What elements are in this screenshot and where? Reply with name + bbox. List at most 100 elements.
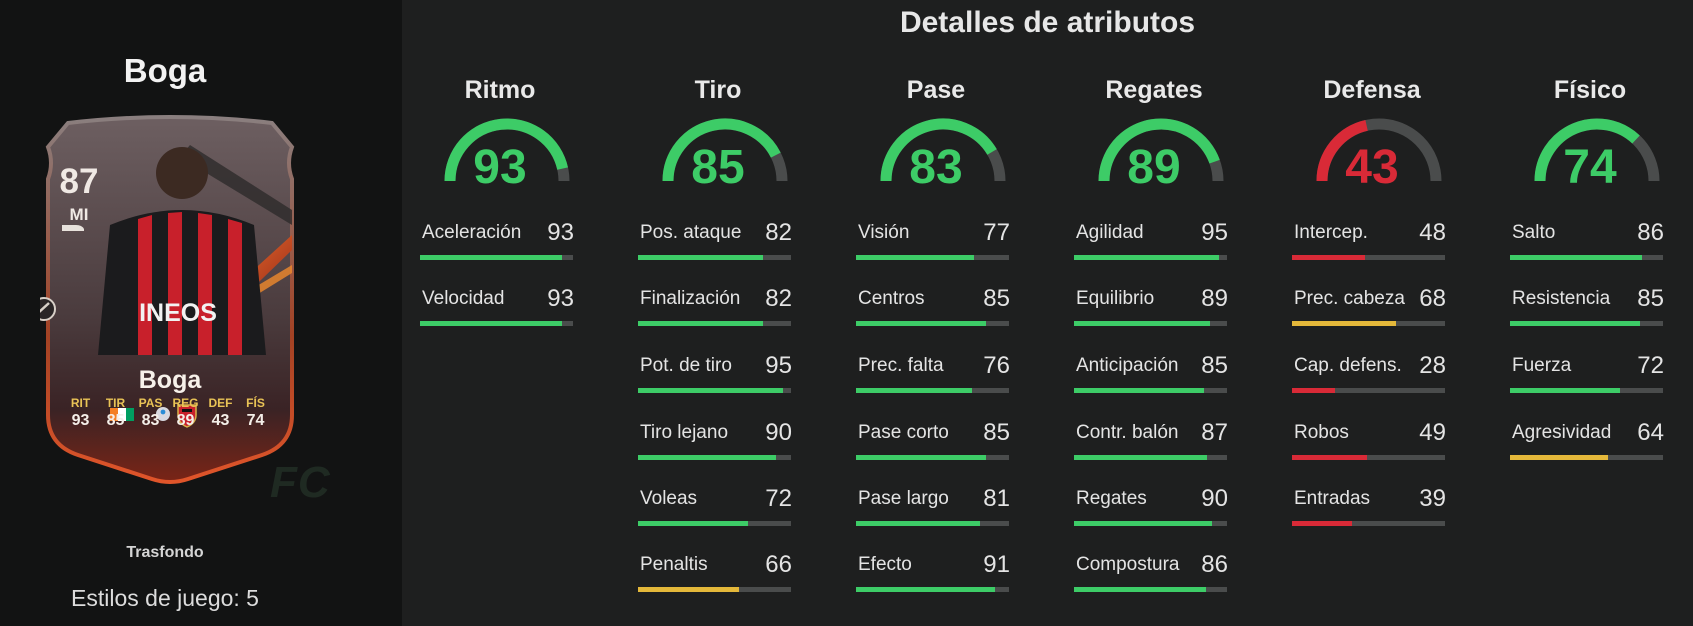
stat-bar-fill [856, 521, 980, 526]
gauge-fill [444, 118, 568, 182]
stat-bar-fill [1292, 521, 1352, 526]
stat-bar-fill [1510, 455, 1608, 460]
stat-bar-fill [1074, 521, 1212, 526]
stat-name: Prec. cabeza [1294, 288, 1405, 309]
stat-value: 90 [1201, 485, 1228, 512]
nation-flag-icon [110, 408, 134, 421]
attribute-column-físico: Físico 74 Salto 86 Resistencia 85 Fuerza 72 Agre… [1510, 0, 1670, 626]
card-stat-label: TIR [105, 396, 126, 410]
stat-bar-fill [638, 321, 764, 326]
card-overall-rating: 87 [59, 162, 99, 201]
stat-bar-track [638, 321, 791, 326]
stat-name: Finalización [640, 288, 741, 309]
playstyle-badge-icon [40, 297, 56, 321]
stat-bar-track [638, 587, 791, 592]
stat-name: Pase largo [858, 488, 949, 509]
jersey-stripe-1 [138, 215, 152, 355]
stat-bar-fill [856, 321, 987, 326]
stat-row: Visión 77 [856, 219, 1016, 262]
stat-value: 49 [1419, 419, 1446, 446]
stat-bar-track [1292, 255, 1445, 260]
stat-name: Contr. balón [1076, 422, 1179, 443]
stat-value: 28 [1419, 352, 1446, 379]
category-value: 43 [1345, 141, 1399, 194]
stat-bar-fill [638, 255, 764, 260]
card-stat-label: FÍS [246, 396, 265, 410]
category-name: Ritmo [464, 76, 536, 104]
stat-row: Resistencia 85 [1510, 285, 1670, 328]
card-stat-value: 74 [246, 412, 265, 429]
stat-bar-track [1292, 455, 1445, 460]
stat-bar-track [1074, 388, 1227, 393]
card-stat-value: 85 [106, 412, 125, 429]
card-stat: TIR 85 [98, 396, 133, 430]
stat-value: 95 [1201, 219, 1228, 246]
card-stat-value: 43 [211, 412, 230, 429]
stat-bar-track [856, 455, 1009, 460]
stat-bar-track [638, 455, 791, 460]
stat-bar-fill [1074, 388, 1205, 393]
stat-name: Resistencia [1512, 288, 1611, 309]
stat-row: Prec. cabeza 68 [1292, 285, 1452, 328]
stat-name: Pos. ataque [640, 222, 742, 243]
stat-value: 64 [1637, 419, 1664, 446]
stat-row: Pot. de tiro 95 [638, 352, 798, 395]
stat-bar-track [1510, 388, 1663, 393]
card-position: MI [69, 205, 89, 224]
stat-bar-track [856, 255, 1009, 260]
stat-row: Compostura 86 [1074, 551, 1234, 594]
stat-name: Equilibrio [1076, 288, 1155, 309]
stat-row: Centros 85 [856, 285, 1016, 328]
category-name: Pase [906, 76, 966, 104]
stat-bar-fill [1292, 455, 1367, 460]
stat-row: Regates 90 [1074, 485, 1234, 528]
gauge-fill [662, 118, 781, 182]
attributes-panel [402, 0, 1693, 626]
stat-row: Pase corto 85 [856, 419, 1016, 462]
stat-bar-track [420, 255, 573, 260]
jersey-stripe-4 [228, 219, 242, 355]
stat-name: Pase corto [858, 422, 949, 443]
card-stat: PAS 83 [133, 396, 168, 430]
attributes-title: Detalles de atributos [899, 6, 1196, 39]
player-card[interactable]: INEOS [40, 115, 300, 485]
stat-row: Pos. ataque 82 [638, 219, 798, 262]
stat-bar-fill [1292, 255, 1366, 260]
stat-bar-track [1292, 321, 1445, 326]
stat-bar-fill [1074, 455, 1208, 460]
jersey-sponsor: INEOS [139, 299, 217, 327]
stat-row: Contr. balón 87 [1074, 419, 1234, 462]
stat-value: 91 [983, 551, 1010, 578]
stat-value: 87 [1201, 419, 1228, 446]
stat-bar-fill [1510, 321, 1641, 326]
stat-name: Compostura [1076, 554, 1180, 575]
stat-row: Intercep. 48 [1292, 219, 1452, 262]
category-value: 83 [909, 141, 963, 194]
playstyles-count[interactable]: Estilos de juego: 5 [71, 585, 259, 611]
stat-name: Salto [1512, 222, 1556, 243]
stat-bar-fill [638, 388, 784, 393]
category-name: Regates [1105, 76, 1203, 104]
stat-bar-fill [856, 587, 996, 592]
card-stat-label: REG [172, 396, 199, 410]
stat-name: Pot. de tiro [640, 355, 732, 376]
league-logo-icon [156, 407, 170, 421]
stat-bar-fill [1074, 321, 1211, 326]
stat-bar-track [1510, 455, 1663, 460]
stat-name: Entradas [1294, 488, 1371, 509]
boot-icon [62, 225, 84, 231]
background-button[interactable]: Trasfondo [126, 544, 204, 561]
card-stat: RIT 93 [63, 396, 98, 430]
stat-row: Robos 49 [1292, 419, 1452, 462]
stat-row: Entradas 39 [1292, 485, 1452, 528]
stat-bar-track [856, 587, 1009, 592]
gauge-fill [1098, 118, 1220, 182]
stat-row: Efecto 91 [856, 551, 1016, 594]
stat-row: Finalización 82 [638, 285, 798, 328]
stat-bar-fill [1510, 388, 1621, 393]
card-decor-stripe [180, 145, 292, 225]
stat-row: Salto 86 [1510, 219, 1670, 262]
stat-row: Fuerza 72 [1510, 352, 1670, 395]
stat-bar-track [638, 255, 791, 260]
stat-bar-fill [638, 455, 776, 460]
